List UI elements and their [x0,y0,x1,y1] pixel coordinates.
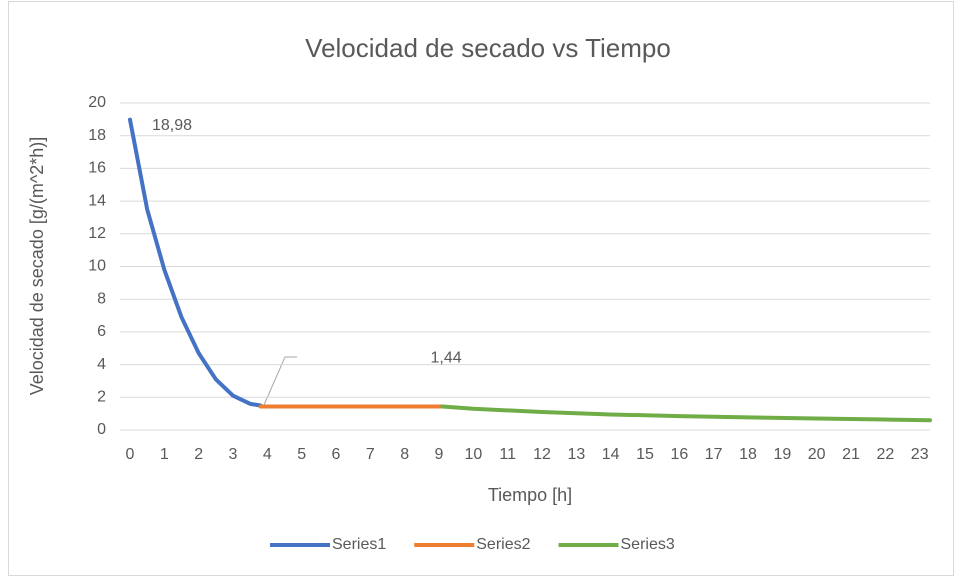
legend-label: Series2 [476,536,530,553]
x-tick-label: 16 [670,446,688,463]
legend-label: Series1 [332,536,386,553]
x-tick-label: 7 [366,446,375,463]
x-tick-label: 19 [773,446,791,463]
y-tick-label: 2 [97,389,106,406]
series-line [128,117,263,408]
y-axis-title: Velocidad de secado [g/(m^2*h)] [27,137,47,396]
chart-border [8,1,954,576]
x-tick-label: 0 [126,446,135,463]
y-tick-label: 14 [88,192,106,209]
legend-label: Series3 [621,536,675,553]
x-tick-label: 1 [160,446,169,463]
x-tick-label: 3 [229,446,238,463]
x-tick-label: 23 [911,446,929,463]
y-tick-label: 8 [97,290,106,307]
x-tick-label: 4 [263,446,272,463]
series-line [440,404,932,423]
y-tick-label: 18 [88,127,106,144]
leader-line [263,356,297,406]
x-tick-label: 17 [705,446,723,463]
y-tick-label: 12 [88,225,106,242]
x-tick-label: 9 [435,446,444,463]
y-tick-label: 16 [88,160,106,177]
x-tick-label: 10 [464,446,482,463]
y-tick-label: 0 [97,421,106,438]
x-tick-label: 6 [332,446,341,463]
x-tick-label: 22 [876,446,894,463]
y-tick-label: 10 [88,258,106,275]
y-tick-label: 20 [88,94,106,111]
y-tick-label: 4 [97,356,106,373]
x-tick-label: 5 [297,446,306,463]
x-tick-label: 14 [602,446,620,463]
y-tick-label: 6 [97,323,106,340]
x-tick-label: 15 [636,446,654,463]
x-tick-label: 21 [842,446,860,463]
x-axis-title: Tiempo [h] [488,485,572,505]
x-tick-label: 11 [499,446,516,463]
x-tick-label: 8 [400,446,409,463]
chart-title: Velocidad de secado vs Tiempo [305,33,671,63]
x-tick-label: 12 [533,446,551,463]
data-label: 1,44 [430,350,461,367]
data-label: 18,98 [152,117,192,134]
x-tick-label: 20 [808,446,826,463]
x-tick-label: 2 [194,446,203,463]
x-tick-label: 18 [739,446,757,463]
x-tick-label: 13 [567,446,585,463]
